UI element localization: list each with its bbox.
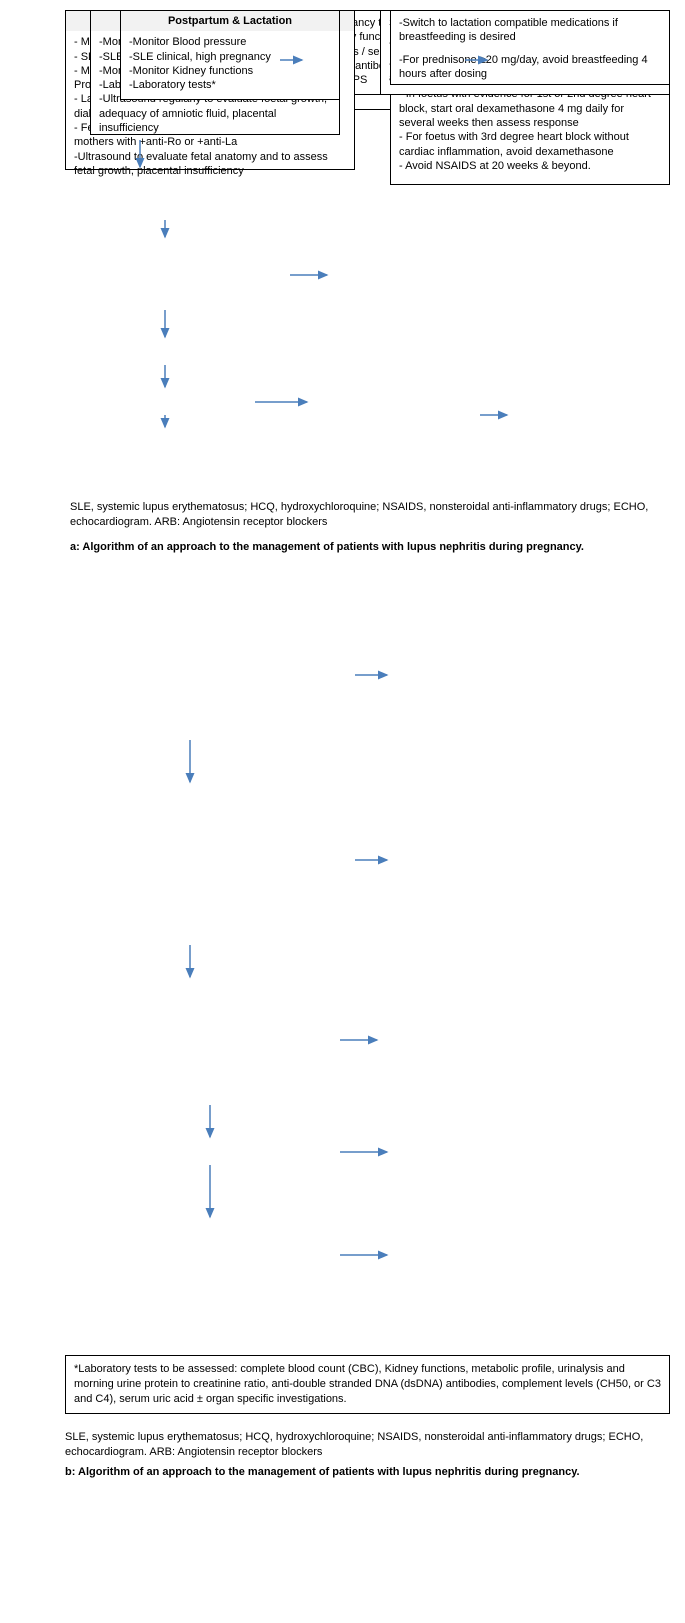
caption-a: a: Algorithm of an approach to the manag… [70,540,660,555]
caption-b: b: Algorithm of an approach to the manag… [65,1465,665,1480]
pp-title: Postpartum & Lactation [121,11,339,31]
box-postpartum: Postpartum & Lactation -Monitor Blood pr… [120,10,340,100]
ppr-l2: -For prednisone ≥20 mg/day, avoid breast… [399,53,661,82]
pp-l3: -Monitor Kidney functions [129,64,331,78]
pp-l2: -SLE clinical, high pregnancy [129,50,331,64]
box-pp-right: -Switch to lactation compatible medicati… [390,10,670,85]
pp-l1: -Monitor Blood pressure [129,35,331,49]
t2r-l7: - Avoid NSAIDS at 20 weeks & beyond. [399,159,661,173]
ppr-l1: -Switch to lactation compatible medicati… [399,16,661,45]
pp-l4: -Laboratory tests* [129,78,331,92]
t2r-l6: - For foetus with 3rd degree heart block… [399,130,661,159]
t2-l6: -Ultrasound to evaluate fetal anatomy an… [74,150,346,179]
footnote-a1: SLE, systemic lupus erythematosus; HCQ, … [70,500,660,530]
footnote-lab: *Laboratory tests to be assessed: comple… [65,1355,670,1414]
footnote-b: SLE, systemic lupus erythematosus; HCQ, … [65,1430,665,1460]
